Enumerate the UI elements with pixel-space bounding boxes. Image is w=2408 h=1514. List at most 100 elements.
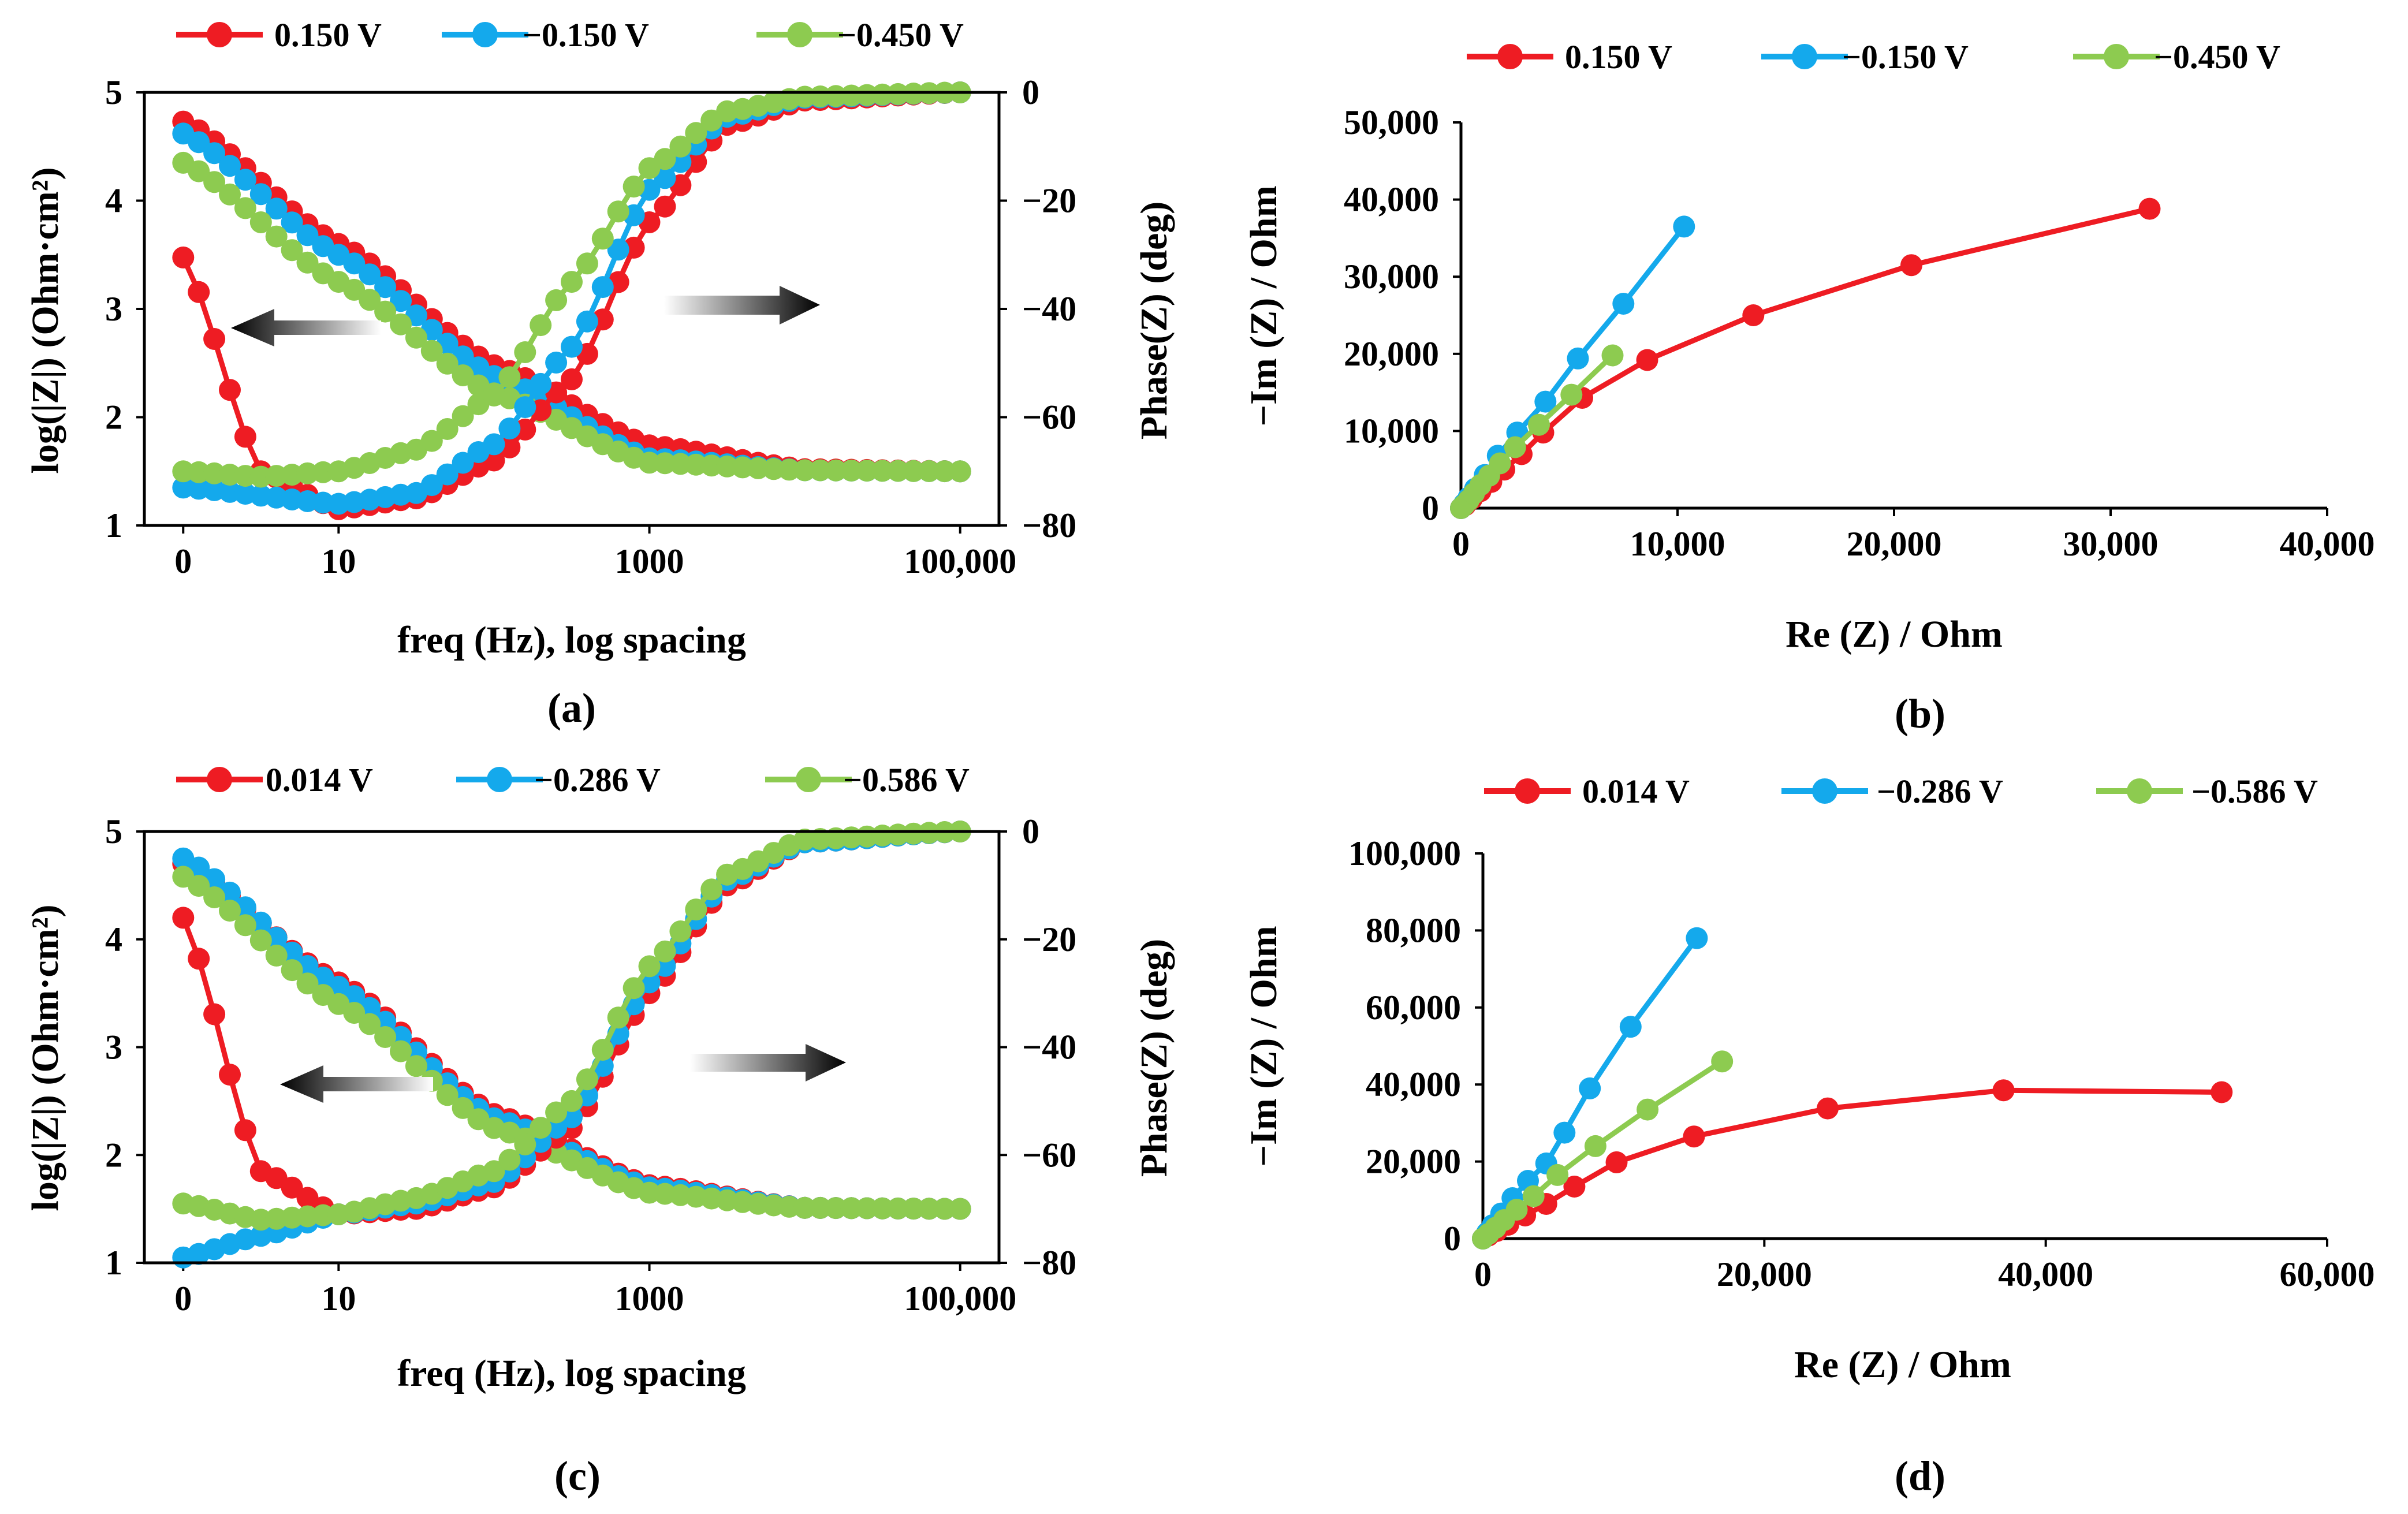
x-axis-label-d: Re (Z) / Ohm <box>1794 1344 2011 1386</box>
data-point <box>856 460 878 482</box>
data-point <box>219 183 241 206</box>
data-point <box>871 1197 894 1220</box>
data-point <box>903 460 925 482</box>
y-tick-label: 1 <box>105 1244 122 1282</box>
data-point <box>545 1101 568 1124</box>
data-point <box>871 83 894 106</box>
data-point <box>840 1197 863 1220</box>
data-point <box>1579 1077 1601 1099</box>
data-point <box>343 1002 366 1024</box>
data-point <box>390 313 412 335</box>
data-point <box>622 176 645 198</box>
data-point <box>1683 1125 1705 1148</box>
data-point <box>545 351 568 374</box>
data-point <box>405 326 427 349</box>
data-point <box>607 238 629 261</box>
data-point <box>281 239 303 262</box>
y-tick-label: 5 <box>105 73 122 111</box>
legend-d-item-1: −0.286 V <box>1781 773 2003 810</box>
series-d-2 <box>1472 1050 1734 1250</box>
legend-b-item-0: 0.150 V <box>1467 38 1672 76</box>
data-point <box>436 352 459 375</box>
x-tick-label: 40,000 <box>1998 1255 2093 1293</box>
data-point <box>1534 390 1557 413</box>
legend-d-label-1: −0.286 V <box>1877 773 2003 810</box>
legend-a-label-1: −0.150 V <box>523 16 649 54</box>
data-point <box>530 314 552 337</box>
data-point <box>1637 1098 1659 1121</box>
y-tick-label: 20,000 <box>1366 1143 1461 1181</box>
data-point <box>234 169 256 191</box>
data-point <box>591 1039 614 1061</box>
data-point <box>561 335 583 358</box>
y2-tick-label: 0 <box>1022 812 1039 851</box>
data-point <box>856 84 878 106</box>
data-point <box>918 1198 940 1220</box>
data-point <box>1992 1079 2015 1102</box>
data-point <box>312 461 334 483</box>
data-point <box>265 944 288 967</box>
data-point <box>249 1209 272 1231</box>
series-a-2 <box>172 151 971 483</box>
series-d <box>1472 927 2233 1250</box>
data-point <box>809 459 832 482</box>
x-tick-label: 10 <box>321 542 356 580</box>
y-tick-label: 80,000 <box>1366 911 1461 949</box>
y2-ticks-a: −80 −60 −40 −20 0 <box>999 73 1076 545</box>
data-point <box>1504 436 1526 458</box>
data-point <box>654 195 676 218</box>
series-c <box>172 821 971 1269</box>
data-point <box>203 328 226 350</box>
x-tick-label: 10,000 <box>1630 525 1725 563</box>
data-point <box>685 151 707 173</box>
y-axis-label-d: −Im (Z) / Ohm <box>1243 926 1285 1166</box>
y2-tick-label: −20 <box>1022 920 1076 959</box>
x-tick-label: 0 <box>174 1280 192 1318</box>
data-point <box>390 290 412 312</box>
data-point <box>514 418 536 441</box>
data-point <box>949 460 971 483</box>
legend-a: 0.150 V −0.150 V −0.450 V <box>176 16 964 54</box>
data-point <box>249 211 272 233</box>
x-axis-label-c: freq (Hz), log spacing <box>397 1352 746 1394</box>
data-point <box>1522 1185 1545 1207</box>
data-point <box>669 453 692 475</box>
data-point <box>420 340 443 362</box>
x-tick-label: 20,000 <box>1847 525 1942 563</box>
data-point <box>234 197 256 219</box>
data-point <box>498 1148 521 1171</box>
data-point <box>265 225 288 248</box>
data-point <box>452 452 474 474</box>
data-point <box>809 1196 832 1219</box>
legend-c: 0.014 V −0.286 V −0.586 V <box>176 761 970 799</box>
data-point <box>514 341 536 363</box>
data-point <box>607 1006 629 1029</box>
data-point <box>1489 452 1511 475</box>
data-point <box>188 131 210 154</box>
x-tick-label: 100,000 <box>904 542 1016 580</box>
data-point <box>856 1197 878 1220</box>
data-point <box>420 430 443 452</box>
x-tick-label: 10 <box>321 1280 356 1318</box>
legend-a-item-0: 0.150 V <box>176 16 382 54</box>
data-point <box>343 252 366 275</box>
data-point <box>933 1198 956 1220</box>
y-tick-label: 20,000 <box>1344 335 1439 373</box>
data-point <box>359 1013 381 1035</box>
y-tick-label: 40,000 <box>1366 1065 1461 1103</box>
legend-b-item-1: −0.150 V <box>1761 38 1969 76</box>
y2-tick-label: 0 <box>1022 73 1039 111</box>
legend-a-label-2: −0.450 V <box>837 16 964 54</box>
caption-a: (a) <box>547 685 596 731</box>
y2-tick-label: −60 <box>1022 1136 1076 1174</box>
y-tick-label: 4 <box>105 182 122 220</box>
legend-a-item-2: −0.450 V <box>756 16 964 54</box>
y-tick-label: 2 <box>105 1136 122 1174</box>
caption-b: (b) <box>1895 691 1945 737</box>
data-point <box>405 1055 427 1077</box>
arrow-right-c <box>690 1044 846 1082</box>
data-point <box>234 914 256 937</box>
data-point <box>203 1003 226 1026</box>
x-tick-label: 0 <box>174 542 192 580</box>
y-tick-label: 50,000 <box>1344 103 1439 141</box>
